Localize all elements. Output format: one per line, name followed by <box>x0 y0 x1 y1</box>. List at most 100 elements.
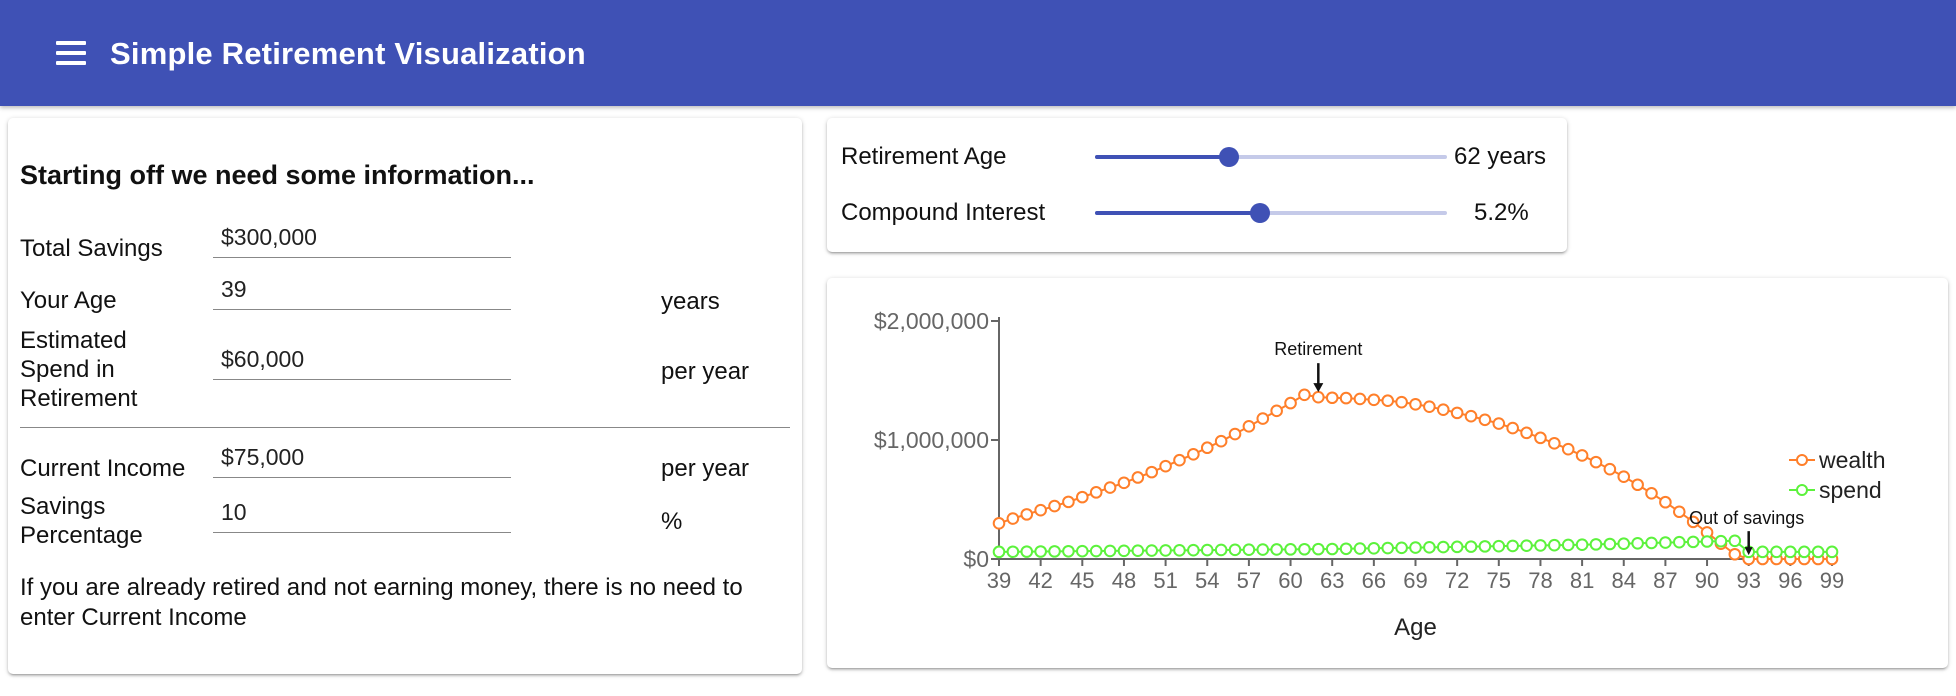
spend-point <box>1603 537 1617 551</box>
wealth-point <box>1284 396 1297 410</box>
out-of-savings-arrowhead <box>1744 547 1753 556</box>
wealth-point <box>1076 490 1089 504</box>
wealth-point <box>1423 400 1436 413</box>
spend-point <box>1131 544 1145 557</box>
savings-percentage-input[interactable] <box>221 499 519 526</box>
wealth-point <box>1548 437 1561 450</box>
wealth-point <box>1353 392 1367 406</box>
age-unit: years <box>661 288 720 315</box>
age-input[interactable] <box>221 276 519 303</box>
form-divider <box>20 427 790 428</box>
app-bar: Simple Retirement Visualization <box>0 0 1956 106</box>
wealth-point <box>1506 421 1519 435</box>
wealth-point <box>1020 508 1034 521</box>
x-tick-label: 81 <box>1570 568 1594 593</box>
x-tick-label: 87 <box>1653 568 1677 593</box>
form-heading: Starting off we need some information... <box>20 160 535 190</box>
wealth-point <box>1298 388 1311 402</box>
wealth-point <box>1312 390 1325 404</box>
slider-thumb[interactable] <box>1250 203 1271 223</box>
spend-point <box>1117 544 1131 558</box>
total-savings-field[interactable] <box>213 218 519 258</box>
wealth-point <box>1200 441 1214 455</box>
wealth-point <box>1645 487 1658 500</box>
total-savings-input[interactable] <box>221 224 519 251</box>
spend-point <box>1797 545 1811 559</box>
slider-track <box>1095 211 1447 215</box>
x-tick-label: 39 <box>987 568 1011 593</box>
spend-point <box>1520 539 1533 552</box>
spend-point <box>1506 539 1519 553</box>
age-field[interactable] <box>213 270 519 310</box>
wealth-point <box>1575 449 1589 462</box>
x-tick-label: 57 <box>1237 568 1261 593</box>
hamburger-menu-icon[interactable] <box>50 36 94 70</box>
wealth-point <box>1214 434 1228 448</box>
slider-thumb[interactable] <box>1218 147 1239 167</box>
spend-input[interactable] <box>221 346 519 373</box>
spend-point <box>1048 545 1061 558</box>
x-tick-label: 75 <box>1487 568 1511 593</box>
wealth-point <box>1381 394 1395 408</box>
slider-track <box>1095 155 1447 159</box>
x-tick-label: 90 <box>1695 568 1719 593</box>
wealth-point <box>1436 403 1450 416</box>
x-tick-label: 45 <box>1070 568 1094 593</box>
spend-point <box>1770 545 1783 559</box>
wealth-point <box>1117 476 1131 490</box>
wealth-point <box>1659 495 1672 509</box>
spend-point <box>1034 545 1047 558</box>
savings-percentage-field[interactable] <box>213 493 519 533</box>
income-field[interactable] <box>213 438 519 478</box>
wealth-point <box>1159 459 1172 473</box>
legend-spend-label: spend <box>1819 477 1882 503</box>
wealth-point <box>1103 481 1117 494</box>
wealth-point <box>1228 427 1242 441</box>
spend-point <box>1076 544 1089 558</box>
x-tick-label: 99 <box>1820 568 1844 593</box>
spend-point <box>1256 543 1270 556</box>
retirement-age-value: 62 years <box>1454 143 1547 170</box>
wealth-point <box>1450 406 1464 420</box>
spend-point <box>1811 545 1825 559</box>
spend-point <box>1089 544 1103 558</box>
x-tick-label: 93 <box>1736 568 1760 593</box>
slider-card: Retirement Age 62 years Compound Interes… <box>827 118 1567 252</box>
retirement-age-slider[interactable] <box>1095 142 1447 172</box>
x-tick-label: 78 <box>1528 568 1552 593</box>
wealth-point <box>1520 426 1533 440</box>
spend-label-line: Retirement <box>20 385 138 412</box>
wealth-point <box>1395 395 1408 409</box>
spend-point <box>1825 545 1839 559</box>
spend-point <box>1784 545 1797 559</box>
spend-point <box>1686 535 1700 549</box>
spend-point <box>1423 541 1436 554</box>
wealth-point <box>1048 499 1061 513</box>
x-axis-label: Age <box>1394 614 1437 641</box>
wealth-point <box>1034 503 1047 517</box>
retirement-chart: $0 $1,000,000 $2,000,000 39 42 45 48 51 54 57 60 63… <box>874 308 1886 641</box>
spend-point <box>1312 542 1325 556</box>
spend-point <box>1492 539 1506 553</box>
retirement-annotation: Retirement <box>1274 339 1362 359</box>
spend-label: Estimated Spend in Retirement <box>20 326 137 413</box>
spend-field[interactable] <box>213 340 519 380</box>
spend-label-line: Spend in <box>20 356 115 383</box>
wealth-point <box>1187 447 1200 461</box>
retirement-arrowhead <box>1313 383 1324 393</box>
wealth-point <box>1062 495 1075 509</box>
wealth-point <box>1686 515 1700 529</box>
spend-point <box>1339 542 1353 556</box>
compound-interest-slider[interactable] <box>1095 198 1447 228</box>
spend-point <box>1367 541 1381 555</box>
savings-percentage-label-line: Percentage <box>20 522 143 549</box>
info-form-card: Starting off we need some information...… <box>8 118 802 674</box>
spend-point <box>1242 543 1256 557</box>
spend-point <box>992 545 1006 559</box>
wealth-point <box>1270 404 1283 418</box>
spend-point <box>1270 543 1283 556</box>
savings-percentage-unit: % <box>661 508 683 535</box>
income-input[interactable] <box>221 444 519 471</box>
wealth-point <box>1631 478 1644 492</box>
spend-point <box>1381 541 1395 555</box>
